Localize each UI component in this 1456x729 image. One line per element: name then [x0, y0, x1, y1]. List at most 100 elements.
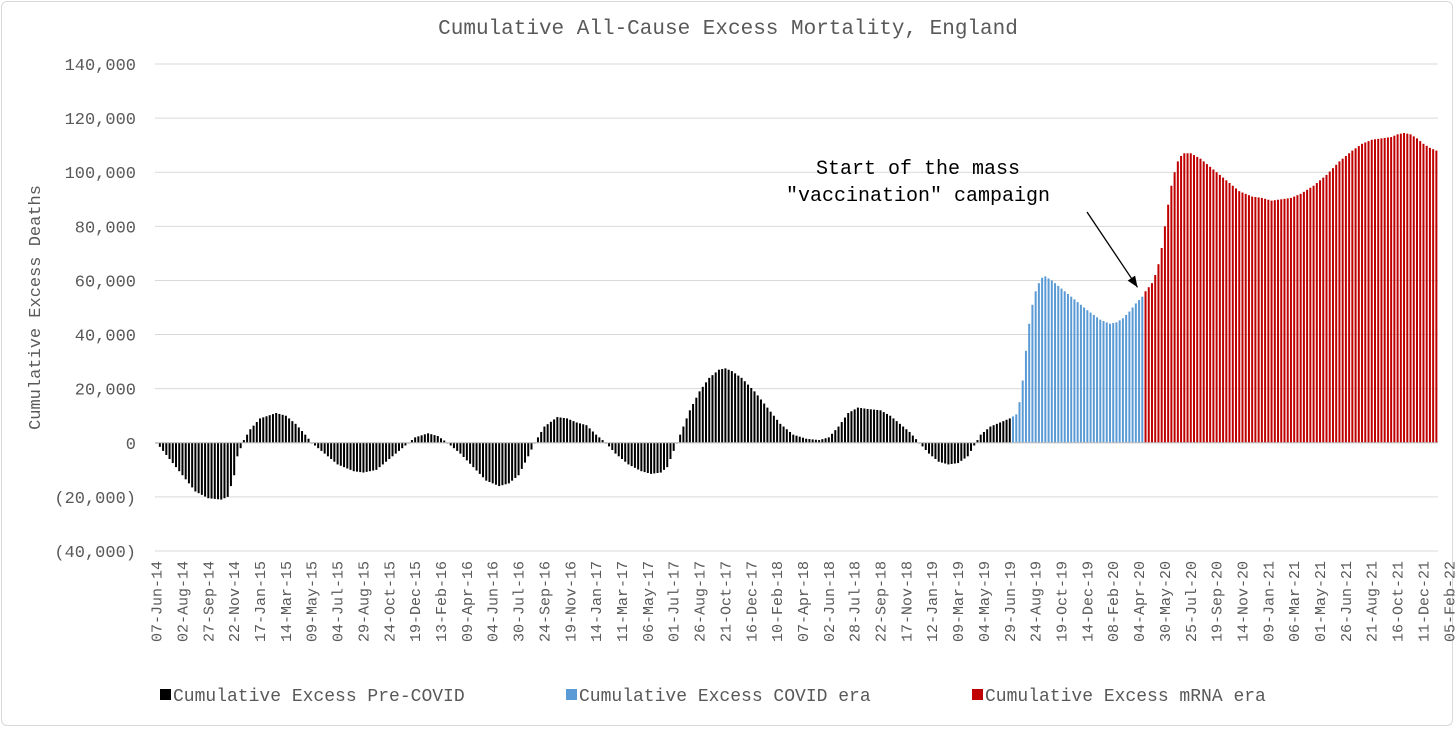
x-tick-label: 21-Oct-17 [718, 561, 735, 642]
bar [1412, 136, 1415, 443]
bar [1244, 193, 1247, 443]
x-tick-label: 14-Mar-15 [279, 561, 296, 642]
bar [268, 415, 271, 443]
bar [1367, 141, 1370, 443]
bar [184, 442, 187, 480]
bar [511, 442, 514, 481]
bar [934, 442, 937, 460]
bar [1115, 322, 1118, 443]
bar [1083, 307, 1086, 443]
bar [837, 426, 840, 443]
legend-label: Cumulative Excess Pre-COVID [173, 687, 465, 707]
bar [950, 442, 953, 464]
bar [1138, 300, 1141, 443]
bar [1209, 166, 1212, 443]
bar [385, 442, 388, 462]
bar [297, 427, 300, 443]
bar [242, 440, 245, 443]
bar [928, 442, 930, 454]
bar [330, 442, 333, 460]
bar [507, 442, 510, 484]
x-tick-label: 21-Aug-21 [1365, 561, 1382, 642]
bar [1357, 146, 1360, 443]
legend: Cumulative Excess Pre-COVID Cumulative Ex… [160, 687, 1266, 707]
bar [288, 418, 291, 443]
bar [307, 438, 310, 443]
bar [1377, 138, 1380, 443]
bar [737, 375, 740, 443]
bar [960, 442, 963, 461]
bar [637, 442, 640, 470]
bar [1102, 321, 1105, 443]
annotation-line-2: "vaccination" campaign [786, 185, 1050, 208]
bar [905, 429, 908, 443]
bar [824, 438, 827, 443]
bar [940, 442, 943, 463]
x-tick-label: 29-Aug-15 [356, 561, 373, 642]
bar [1070, 296, 1073, 443]
bar [1034, 291, 1037, 443]
bar [171, 442, 174, 464]
bar [197, 442, 200, 494]
bar [963, 442, 966, 459]
bar [695, 397, 698, 443]
bar [1309, 187, 1312, 443]
bar [1351, 150, 1354, 443]
bar [672, 442, 675, 451]
bar [1399, 133, 1402, 443]
bar [556, 417, 559, 443]
bar [1222, 177, 1225, 443]
bar [1432, 149, 1435, 443]
bar [524, 442, 527, 463]
bar [546, 424, 549, 443]
bar [727, 369, 730, 443]
bar [1380, 138, 1383, 443]
bar [873, 409, 876, 443]
bar [488, 442, 491, 483]
x-tick-label: 16-Oct-21 [1391, 561, 1408, 642]
legend-swatch [972, 689, 983, 700]
x-tick-label: 04-Apr-20 [1132, 561, 1149, 642]
legend-label: Cumulative Excess COVID era [579, 687, 871, 707]
bar [569, 419, 572, 443]
bar [1215, 172, 1218, 443]
bar [1283, 198, 1286, 443]
bar [1254, 197, 1257, 443]
bar [1021, 380, 1024, 443]
bar [1306, 189, 1309, 443]
bar [1257, 197, 1260, 443]
bar [611, 442, 614, 450]
bar [863, 408, 866, 443]
x-tick-label: 07-Jun-14 [150, 561, 167, 642]
bar [643, 442, 646, 473]
x-tick-label: 07-Apr-18 [796, 561, 813, 642]
bar [262, 417, 265, 443]
bar [1409, 134, 1412, 443]
bar [249, 429, 252, 443]
x-tick-label: 30-Jul-16 [512, 561, 529, 642]
bar [808, 439, 811, 443]
legend-swatch [566, 689, 577, 700]
bar [375, 442, 378, 470]
x-tick-label: 22-Sep-18 [874, 561, 891, 642]
bar [536, 437, 539, 443]
bar [1186, 153, 1189, 443]
bar [782, 426, 785, 443]
bar [898, 423, 901, 443]
bar [1205, 164, 1208, 443]
bar [1173, 172, 1176, 443]
bar [908, 431, 911, 443]
bar [701, 386, 704, 443]
bar [1089, 312, 1092, 443]
x-tick-label: 09-Apr-16 [460, 561, 477, 642]
x-tick-label: 09-May-15 [305, 561, 322, 642]
bar [381, 442, 384, 465]
bar [229, 442, 232, 487]
x-tick-label: 22-Nov-14 [227, 561, 244, 642]
bar [869, 409, 872, 443]
bar [1031, 304, 1034, 443]
bar [472, 442, 475, 468]
bar [456, 442, 459, 451]
bar [1073, 299, 1076, 443]
bar [1012, 416, 1015, 443]
